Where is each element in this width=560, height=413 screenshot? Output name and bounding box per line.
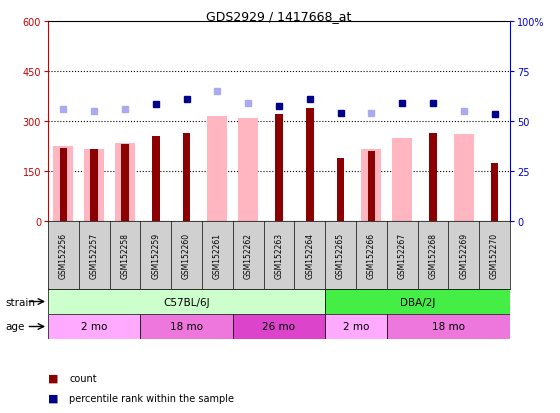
Text: 2 mo: 2 mo <box>81 322 108 332</box>
Text: percentile rank within the sample: percentile rank within the sample <box>69 393 234 403</box>
Text: DBA/2J: DBA/2J <box>400 297 435 307</box>
Text: GSM152263: GSM152263 <box>274 233 283 278</box>
Bar <box>59 148 67 221</box>
Text: GSM152262: GSM152262 <box>244 233 253 278</box>
Bar <box>90 150 98 221</box>
Bar <box>387 314 510 339</box>
Text: GSM152265: GSM152265 <box>336 233 345 278</box>
Bar <box>183 133 190 221</box>
Bar <box>454 135 474 221</box>
Bar <box>48 314 141 339</box>
Text: 18 mo: 18 mo <box>432 322 465 332</box>
Text: GSM152269: GSM152269 <box>459 233 468 278</box>
Text: GSM152267: GSM152267 <box>398 233 407 278</box>
Bar <box>84 150 104 221</box>
Text: 26 mo: 26 mo <box>263 322 296 332</box>
Bar <box>233 314 325 339</box>
Bar <box>367 152 375 221</box>
Text: GSM152260: GSM152260 <box>182 233 191 278</box>
Bar <box>121 145 129 221</box>
Text: GSM152268: GSM152268 <box>428 233 437 278</box>
Text: GSM152259: GSM152259 <box>151 233 160 278</box>
Bar <box>429 133 437 221</box>
Bar <box>53 147 73 221</box>
Text: GSM152264: GSM152264 <box>305 233 314 278</box>
Text: ■: ■ <box>48 373 58 383</box>
Text: age: age <box>6 322 25 332</box>
Text: GSM152256: GSM152256 <box>59 233 68 278</box>
Bar <box>337 158 344 221</box>
Text: GSM152261: GSM152261 <box>213 233 222 278</box>
Text: GDS2929 / 1417668_at: GDS2929 / 1417668_at <box>206 10 352 23</box>
Bar <box>115 143 135 221</box>
Text: 2 mo: 2 mo <box>343 322 369 332</box>
Bar <box>275 115 283 221</box>
Text: 18 mo: 18 mo <box>170 322 203 332</box>
Text: strain: strain <box>6 297 36 307</box>
Text: GSM152266: GSM152266 <box>367 233 376 278</box>
Bar <box>48 289 325 314</box>
Bar <box>325 289 510 314</box>
Text: C57BL/6J: C57BL/6J <box>164 297 210 307</box>
Bar <box>141 314 233 339</box>
Bar <box>207 117 227 221</box>
Text: ■: ■ <box>48 393 58 403</box>
Text: GSM152270: GSM152270 <box>490 233 499 278</box>
Bar <box>361 150 381 221</box>
Bar <box>325 314 387 339</box>
Bar <box>306 108 314 221</box>
Text: count: count <box>69 373 97 383</box>
Bar <box>392 138 412 221</box>
Bar <box>152 137 160 221</box>
Bar <box>238 119 258 221</box>
Bar <box>491 163 498 221</box>
Text: GSM152258: GSM152258 <box>120 233 129 278</box>
Text: GSM152257: GSM152257 <box>90 233 99 278</box>
